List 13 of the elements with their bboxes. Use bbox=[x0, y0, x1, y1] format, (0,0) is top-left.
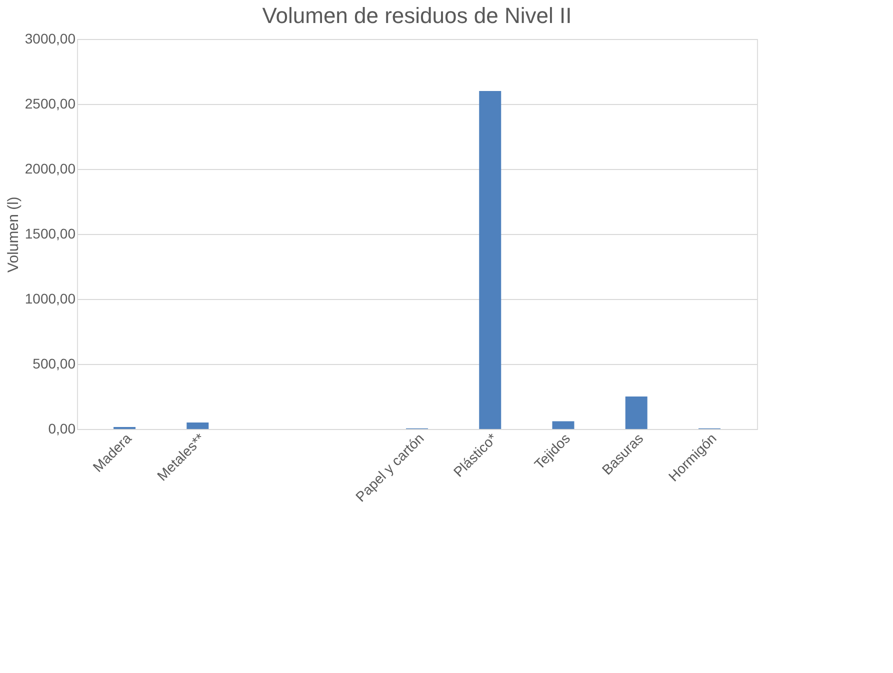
y-tick-label: 1500,00 bbox=[24, 226, 76, 242]
y-axis-title: Volumen (l) bbox=[4, 196, 22, 272]
y-tick-label: 2500,00 bbox=[24, 96, 76, 112]
bar bbox=[479, 91, 502, 429]
y-tick-label: 1000,00 bbox=[24, 290, 76, 306]
bar bbox=[186, 422, 209, 429]
y-tick-label: 3000,00 bbox=[24, 30, 76, 46]
y-tick-label: 2000,00 bbox=[24, 160, 76, 176]
y-tick-label: 0,00 bbox=[48, 420, 76, 436]
bar bbox=[625, 396, 648, 429]
bar bbox=[552, 421, 574, 429]
y-tick-label: 500,00 bbox=[32, 356, 76, 372]
chart-title: Volumen de residuos de Nivel II bbox=[262, 3, 572, 28]
